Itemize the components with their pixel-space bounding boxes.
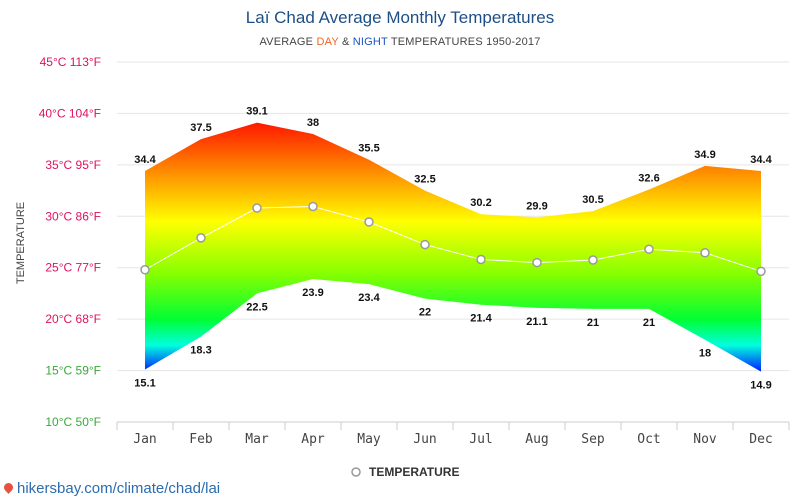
day-value-label: 39.1 bbox=[246, 106, 267, 118]
subtitle-night: NIGHT bbox=[352, 36, 388, 48]
day-value-label: 35.5 bbox=[358, 143, 379, 155]
y-axis-ticks: 45°C 113°F 40°C 104°F 35°C 95°F 30°C 86°F 25… bbox=[39, 55, 101, 429]
chart-title: Laï Chad Average Monthly Temperatures bbox=[245, 8, 555, 27]
x-tick-label: May bbox=[357, 432, 381, 447]
day-value-label: 30.2 bbox=[470, 197, 491, 209]
day-value-label: 38 bbox=[307, 117, 319, 129]
x-tick-label: Nov bbox=[693, 432, 717, 447]
source-link[interactable]: hikersbay.com/climate/chad/lai bbox=[2, 480, 221, 497]
chart-legend[interactable]: TEMPERATURE bbox=[351, 465, 459, 479]
legend-label: TEMPERATURE bbox=[369, 465, 459, 479]
x-tick-label: Feb bbox=[189, 432, 213, 447]
x-axis: Jan Feb Mar Apr May Jun Jul Aug Sep Oct Nov Dec bbox=[116, 421, 790, 447]
y-tick-label: 35°C 95°F bbox=[45, 158, 101, 172]
x-tick-label: Apr bbox=[301, 432, 325, 447]
x-tick-label: Jan bbox=[133, 432, 156, 447]
night-value-label: 18 bbox=[699, 348, 711, 360]
average-point[interactable] bbox=[532, 257, 542, 268]
night-value-label: 21 bbox=[643, 317, 655, 329]
average-point[interactable] bbox=[756, 266, 766, 277]
average-point[interactable] bbox=[196, 233, 206, 243]
x-tick-label: Mar bbox=[245, 432, 269, 447]
x-tick-label: Jun bbox=[413, 432, 436, 447]
source-link-text: hikersbay.com/climate/chad/lai bbox=[17, 480, 221, 497]
y-axis-title: TEMPERATURE bbox=[15, 202, 27, 284]
y-tick-label: 45°C 113°F bbox=[40, 55, 101, 69]
x-tick-label: Jul bbox=[469, 432, 492, 447]
average-point[interactable] bbox=[588, 255, 598, 265]
average-point[interactable] bbox=[420, 239, 430, 250]
day-value-label: 32.5 bbox=[414, 174, 435, 186]
night-value-label: 23.9 bbox=[302, 287, 323, 299]
x-tick-label: Aug bbox=[525, 432, 548, 447]
day-value-label: 29.9 bbox=[526, 200, 547, 212]
average-point[interactable] bbox=[252, 203, 262, 213]
legend-marker-icon bbox=[351, 467, 361, 477]
day-value-label: 34.4 bbox=[134, 154, 156, 166]
day-value-label: 32.6 bbox=[638, 173, 659, 185]
x-tick-label: Dec bbox=[749, 432, 772, 447]
night-value-label: 14.9 bbox=[750, 380, 771, 392]
night-value-label: 22 bbox=[419, 307, 431, 319]
y-tick-label: 20°C 68°F bbox=[45, 312, 101, 326]
location-pin-icon bbox=[2, 481, 15, 494]
night-value-label: 18.3 bbox=[190, 345, 211, 357]
night-value-label: 22.5 bbox=[246, 301, 267, 313]
average-temperature-line bbox=[144, 206, 762, 272]
night-value-label: 21.1 bbox=[526, 316, 547, 328]
y-tick-label: 40°C 104°F bbox=[39, 106, 101, 120]
subtitle-suffix: TEMPERATURES 1950-2017 bbox=[387, 36, 541, 48]
subtitle-amp: & bbox=[338, 36, 353, 48]
day-value-label: 34.4 bbox=[750, 154, 772, 166]
average-temperature-points bbox=[140, 201, 766, 277]
temperature-range-area bbox=[145, 122, 761, 372]
day-value-labels: 34.4 37.5 39.1 38 35.5 32.5 30.2 29.9 30.5 32.6 34… bbox=[134, 106, 772, 213]
night-value-label: 15.1 bbox=[134, 378, 155, 390]
y-tick-label: 15°C 59°F bbox=[45, 364, 101, 378]
y-tick-label: 10°C 50°F bbox=[45, 415, 101, 429]
average-point[interactable] bbox=[364, 217, 374, 227]
average-point[interactable] bbox=[476, 254, 486, 265]
night-value-label: 21.4 bbox=[470, 313, 492, 325]
x-tick-label: Sep bbox=[581, 432, 605, 447]
night-value-labels: 15.1 18.3 22.5 23.9 23.4 22 21.4 21.1 21 21 18 14.9 bbox=[134, 287, 771, 392]
day-value-label: 37.5 bbox=[190, 122, 211, 134]
chart-subtitle: AVERAGE DAY & NIGHT TEMPERATURES 1950-20… bbox=[0, 36, 800, 48]
day-value-label: 34.9 bbox=[694, 149, 715, 161]
subtitle-day: DAY bbox=[316, 36, 339, 48]
average-point[interactable] bbox=[700, 248, 710, 258]
average-point[interactable] bbox=[644, 244, 654, 254]
y-tick-label: 25°C 77°F bbox=[45, 261, 101, 275]
y-tick-label: 30°C 86°F bbox=[45, 209, 101, 223]
day-value-label: 30.5 bbox=[582, 194, 603, 206]
night-value-label: 23.4 bbox=[358, 292, 380, 304]
x-tick-label: Oct bbox=[637, 432, 660, 447]
average-point[interactable] bbox=[140, 265, 150, 275]
subtitle-prefix: AVERAGE bbox=[259, 36, 317, 48]
average-point[interactable] bbox=[308, 201, 318, 212]
night-value-label: 21 bbox=[587, 317, 599, 329]
